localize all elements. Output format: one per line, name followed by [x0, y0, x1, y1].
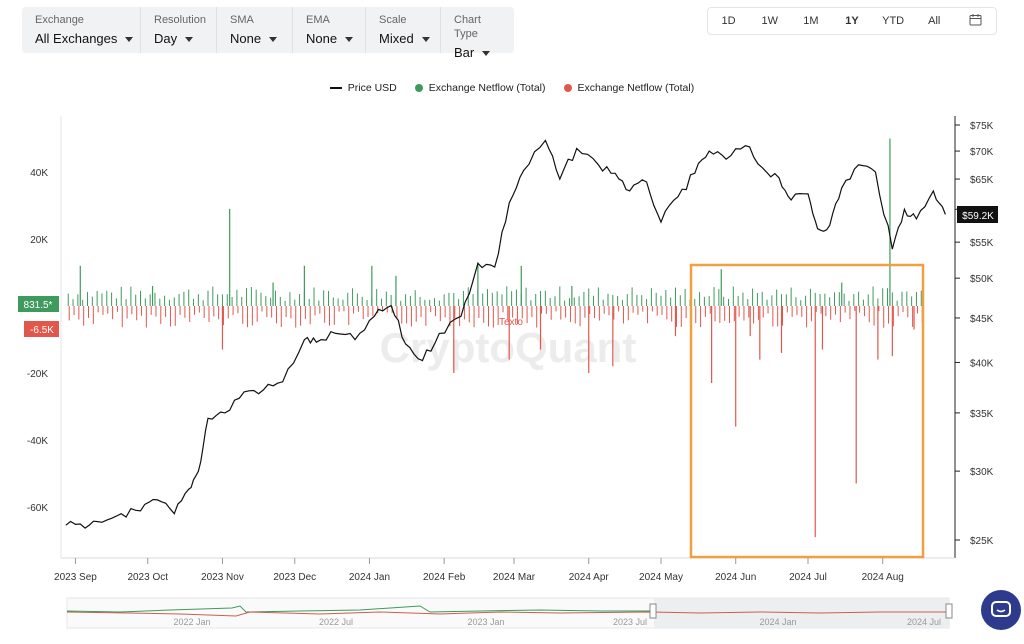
x-tick-label: 2024 Mar — [493, 572, 536, 583]
price-value-badge — [957, 206, 998, 223]
right-axis: $75K$70K$65K$60K$55K$50K$45K$40K$35K$30K… — [955, 121, 994, 547]
calendar-icon[interactable] — [955, 13, 996, 29]
resolution-select[interactable]: Resolution Day — [141, 7, 217, 53]
navigator-handle-right[interactable] — [945, 603, 953, 619]
chevron-down-icon — [345, 37, 354, 43]
chat-bubble-icon[interactable] — [981, 590, 1021, 630]
chart-type-label: Chart Type — [454, 14, 481, 40]
right-tick-label: $45K — [970, 314, 994, 325]
x-tick-label: 2024 Jul — [789, 572, 827, 583]
x-tick-label: 2024 May — [639, 572, 683, 583]
x-tick-label: 2024 Jun — [715, 572, 756, 583]
x-tick-label: 2024 Feb — [423, 572, 466, 583]
chevron-down-icon — [125, 37, 134, 43]
x-tick-label: 2023 Dec — [273, 572, 316, 583]
navigator-label: 2022 Jan — [173, 617, 210, 627]
range-button-1w[interactable]: 1W — [761, 15, 778, 27]
sma-value: None — [230, 31, 262, 46]
right-tick-label: $50K — [970, 274, 994, 285]
navigator-outflow-line — [66, 611, 949, 617]
navigator-label: 2024 Jul — [907, 617, 941, 627]
navigator-label: 2024 Jan — [759, 617, 796, 627]
ema-value: None — [306, 31, 338, 46]
inflow-value-badge — [18, 296, 59, 312]
chart-type-select[interactable]: Chart Type Bar — [441, 7, 514, 60]
navigator-handle-left[interactable] — [649, 603, 657, 619]
left-axis: 40K 20K -20K -40K -60K — [27, 168, 48, 514]
line-swatch-icon — [329, 87, 342, 89]
left-tick-label: -20K — [27, 369, 48, 380]
legend-label: Price USD — [347, 82, 397, 94]
left-tick-label: -60K — [27, 503, 48, 514]
chart-toolbar: Exchange All Exchanges Resolution Day SM… — [22, 7, 514, 60]
scale-value: Mixed — [379, 31, 414, 46]
exchange-select[interactable]: Exchange All Exchanges — [22, 7, 141, 53]
annotation-text: Texto — [499, 317, 523, 328]
x-tick-label: 2024 Apr — [569, 572, 610, 583]
chart-legend: Price USD Exchange Netflow (Total) Excha… — [0, 82, 1024, 94]
navigator-labels: 2022 Jan 2022 Jul 2023 Jan 2023 Jul 2024 Jan… — [173, 617, 941, 627]
sma-select[interactable]: SMA None — [217, 7, 293, 53]
green-dot-icon — [414, 84, 423, 92]
range-button-1y[interactable]: 1Y — [845, 15, 859, 27]
chart-type-value: Bar — [454, 45, 475, 60]
left-tick-label: 20K — [30, 235, 48, 246]
resolution-value: Day — [154, 31, 178, 46]
netflow-bars — [67, 138, 923, 538]
right-tick-label: $55K — [970, 238, 994, 249]
legend-label: Exchange Netflow (Total) — [577, 82, 695, 94]
navigator-label: 2023 Jul — [613, 617, 647, 627]
red-dot-icon — [563, 84, 572, 92]
x-tick-label: 2024 Jan — [349, 572, 390, 583]
x-tick-label: 2023 Oct — [127, 572, 168, 583]
x-tick-label: 2023 Sep — [54, 572, 97, 583]
scale-label: Scale — [379, 14, 407, 26]
range-button-1m[interactable]: 1M — [803, 15, 819, 27]
price-line — [65, 139, 946, 529]
right-tick-label: $30K — [970, 467, 994, 478]
watermark: CryptoQuant — [380, 324, 637, 371]
inflow-value-label: 831.5* — [24, 300, 53, 311]
outflow-value-badge — [24, 321, 59, 337]
chevron-down-icon — [421, 37, 430, 43]
right-tick-label: $40K — [970, 358, 994, 369]
sma-label: SMA — [230, 14, 254, 26]
x-tick-label: 2024 Aug — [862, 572, 904, 583]
chevron-down-icon — [482, 51, 491, 57]
right-tick-label: $35K — [970, 409, 994, 420]
range-button-all[interactable]: All — [928, 15, 941, 27]
highlight-box — [689, 263, 925, 559]
right-tick-label: $70K — [970, 147, 994, 158]
resolution-label: Resolution — [154, 14, 206, 26]
navigator-label: 2022 Jul — [319, 617, 353, 627]
chevron-down-icon — [269, 37, 278, 43]
left-tick-label: 40K — [30, 168, 48, 179]
right-tick-label: $65K — [970, 175, 994, 186]
outflow-value-label: -6.5K — [30, 325, 54, 336]
left-tick-label: -40K — [27, 436, 48, 447]
range-button-1d[interactable]: 1D — [721, 15, 736, 27]
ema-select[interactable]: EMA None — [293, 7, 366, 53]
exchange-label: Exchange — [35, 14, 84, 26]
x-axis: 2023 Sep 2023 Oct 2023 Nov 2023 Dec 2024 Jan… — [54, 558, 904, 583]
exchange-value: All Exchanges — [35, 31, 118, 46]
legend-label: Exchange Netflow (Total) — [428, 82, 546, 94]
chevron-down-icon — [185, 37, 194, 43]
range-selector: 1D 1W 1M 1Y YTD All — [707, 7, 997, 35]
legend-item-price[interactable]: Price USD — [329, 82, 397, 94]
scale-select[interactable]: Scale Mixed — [366, 7, 441, 53]
legend-item-inflow[interactable]: Exchange Netflow (Total) — [414, 82, 546, 94]
right-tick-label: $25K — [970, 536, 994, 547]
price-value-label: $59.2K — [962, 211, 994, 222]
range-button-ytd[interactable]: YTD — [882, 15, 905, 27]
legend-item-outflow[interactable]: Exchange Netflow (Total) — [563, 82, 695, 94]
navigator-label: 2023 Jan — [467, 617, 504, 627]
navigator[interactable]: 2022 Jan 2022 Jul 2023 Jan 2023 Jul 2024 Jan… — [66, 597, 953, 629]
ema-label: EMA — [306, 14, 330, 26]
x-tick-label: 2023 Nov — [201, 572, 244, 583]
navigator-inflow-line — [66, 605, 652, 613]
right-tick-label: $75K — [970, 121, 994, 132]
